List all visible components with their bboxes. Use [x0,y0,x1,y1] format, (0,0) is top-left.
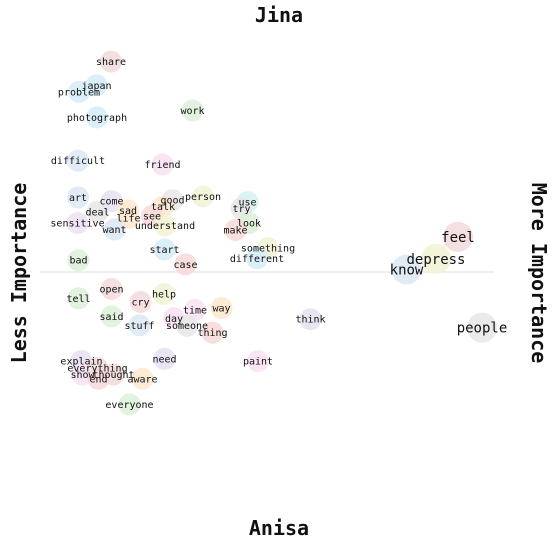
point-label-come: come [99,197,123,208]
point-bubble-know [391,254,422,285]
point-bubble-difficult [67,149,89,172]
point-bubble-paint [247,350,269,373]
point-bubble-stuff [128,314,151,337]
point-bubble-feel [443,221,473,252]
point-bubble-deal [86,200,109,223]
point-label-life: life [116,213,140,224]
point-bubble-everyone [118,393,141,416]
bottom-axis-label: Anisa [249,516,309,540]
point-bubble-need [153,347,176,370]
point-label-see: see [143,212,161,223]
point-label-time: time [183,305,207,316]
point-label-help: help [152,290,176,301]
point-label-person: person [185,192,221,203]
point-label-try: try [232,204,250,215]
point-label-tell: tell [66,294,90,305]
point-label-everything: everything [67,364,127,375]
point-label-end: end [89,374,107,385]
point-bubble-tell [67,287,90,310]
point-label-need: need [152,354,176,365]
point-label-know: know [390,263,424,279]
point-bubble-photograph [86,106,108,129]
point-bubble-want [103,218,126,241]
point-bubble-end [87,367,110,390]
point-bubble-cry [129,291,152,313]
point-bubble-make [224,219,247,241]
point-bubble-start [153,238,176,261]
point-bubble-depress [421,243,451,274]
point-label-thing: thing [197,328,227,339]
point-bubble-bad [67,249,90,272]
top-axis-label: Jina [255,3,303,27]
point-label-someone: someone [166,321,208,332]
point-label-different: different [230,254,284,265]
point-bubble-thing [201,321,224,344]
point-label-something: something [241,244,295,255]
point-label-depress: depress [406,252,465,268]
point-bubble-person [192,185,214,208]
point-bubble-understand [154,214,176,237]
point-bubble-different [246,247,268,270]
point-label-understand: understand [135,221,195,232]
point-label-people: people [457,321,508,337]
point-label-aware: aware [127,374,157,385]
point-label-case: case [173,260,197,271]
point-label-way: way [212,304,230,315]
point-label-make: make [223,226,247,237]
point-label-start: start [149,245,179,256]
point-bubble-aware [131,367,154,390]
point-bubble-art [67,186,89,209]
point-label-japan: japan [81,81,111,92]
point-label-show: show [70,370,95,381]
point-label-work: work [180,106,204,117]
point-label-explain: explain [60,357,102,368]
point-label-deal: deal [85,207,109,218]
point-label-talk: talk [151,202,175,213]
point-label-open: open [99,285,123,296]
point-label-cry: cry [131,298,149,309]
point-label-think: think [295,315,325,326]
point-bubble-sensitive [66,212,89,234]
point-label-stuff: stuff [124,321,154,332]
point-bubble-work [181,99,204,122]
point-label-use: use [238,198,256,209]
point-label-problem: problem [58,87,100,98]
point-label-day: day [165,314,183,325]
point-bubble-think [299,308,322,331]
point-label-look: look [237,219,261,230]
point-bubble-way [210,297,233,320]
point-label-everyone: everyone [105,400,153,411]
right-axis-label: More Importance [527,183,551,364]
point-label-sad: sad [119,206,137,217]
point-bubble-help [153,283,175,306]
point-label-photograph: photograph [67,113,127,124]
point-label-want: want [102,225,126,236]
point-label-bad: bad [69,256,87,267]
point-label-art: art [69,193,87,204]
point-label-difficult: difficult [51,156,105,167]
point-label-friend: friend [144,160,180,171]
point-label-good: good [160,196,184,207]
point-bubble-japan [85,74,108,97]
point-bubble-open [100,278,123,300]
point-label-thought: thought [92,370,134,381]
point-bubble-someone [176,314,198,337]
point-bubble-people [467,312,497,343]
point-bubble-said [100,305,123,328]
point-bubble-friend [151,153,174,176]
left-axis-label: Less Importance [7,183,31,364]
point-label-paint: paint [243,357,273,368]
point-label-sensitive: sensitive [50,219,104,230]
point-bubble-case [174,253,197,276]
point-label-share: share [96,57,126,68]
point-label-said: said [99,312,123,323]
point-label-feel: feel [441,230,475,246]
point-bubble-share [100,50,122,73]
point-bubble-problem [68,80,90,103]
